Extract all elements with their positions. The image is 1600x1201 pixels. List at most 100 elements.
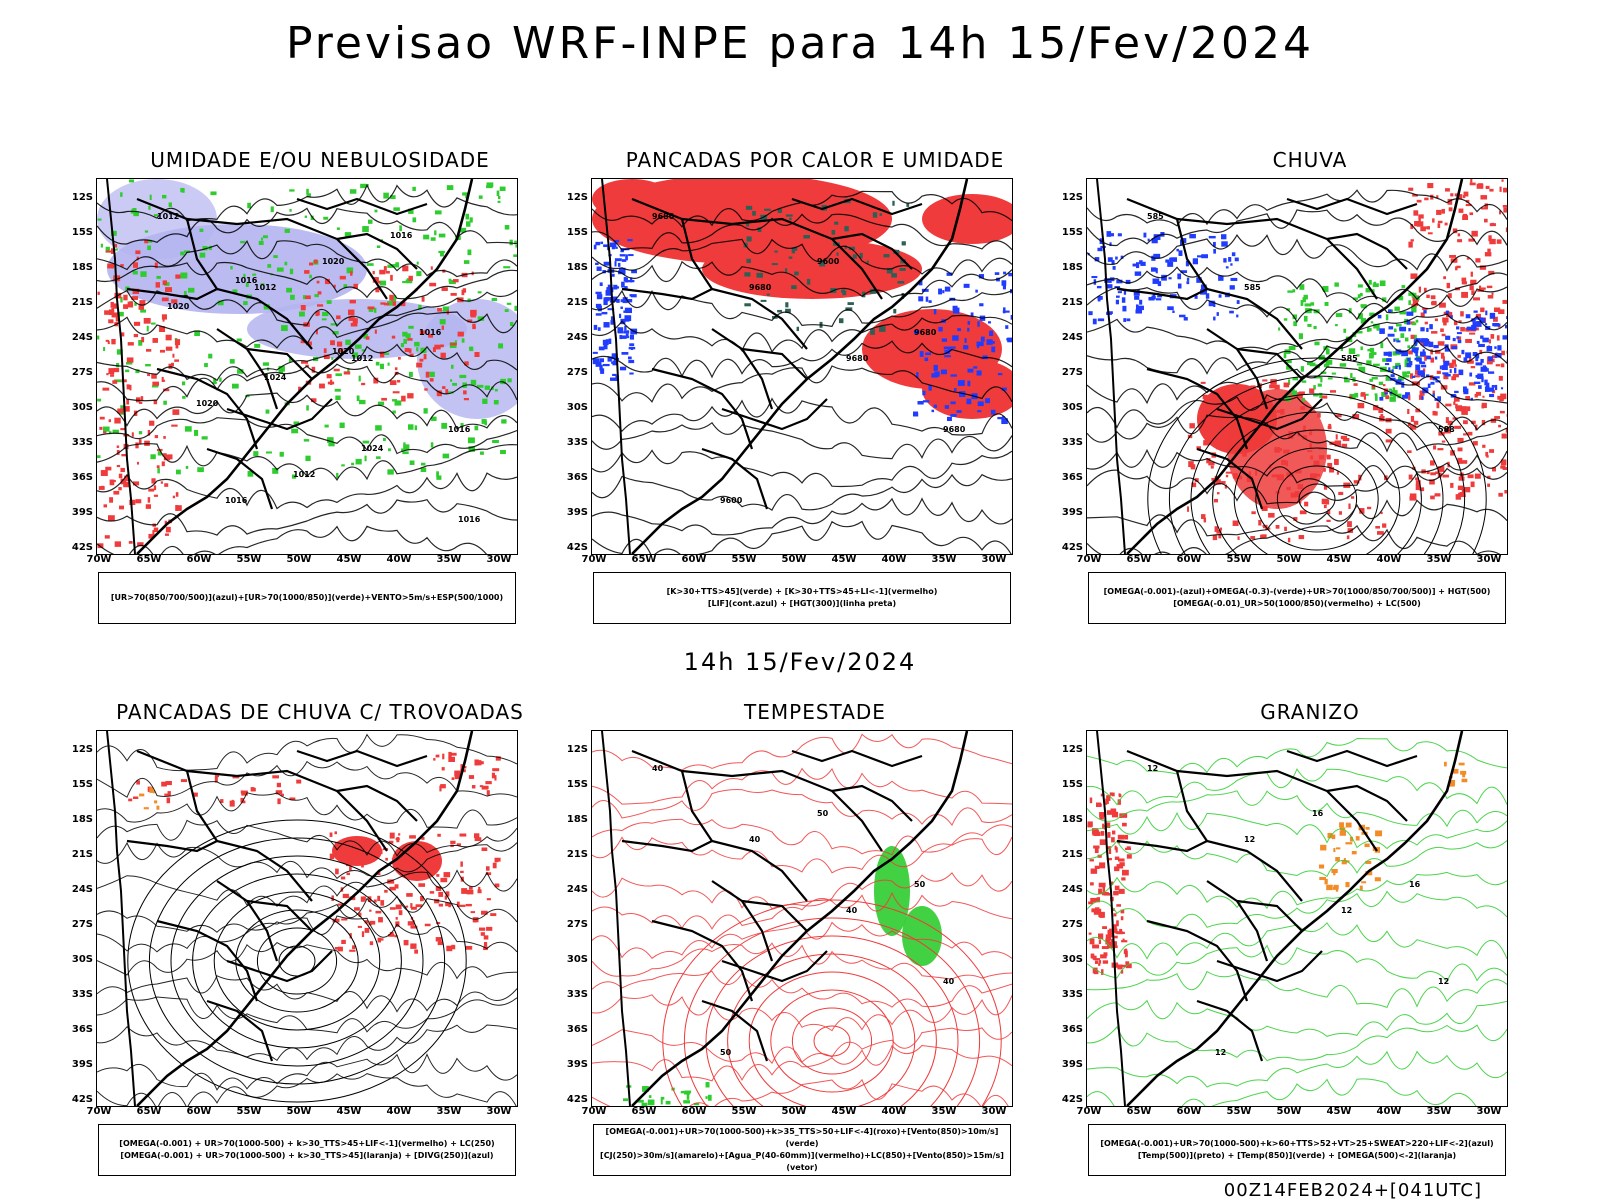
forecast-speck [1388, 334, 1395, 337]
forecast-speck [1426, 328, 1428, 332]
longitude-label: 40W [879, 554, 909, 565]
forecast-speck [1156, 298, 1161, 300]
forecast-speck [197, 467, 204, 472]
forecast-speck [1122, 297, 1125, 302]
forecast-speck [271, 206, 274, 212]
forecast-speck [1428, 384, 1431, 388]
forecast-speck [1373, 283, 1379, 287]
forecast-speck [1396, 340, 1400, 342]
contour-line [97, 1074, 517, 1106]
forecast-speck [154, 528, 158, 533]
forecast-speck [419, 359, 423, 362]
forecast-speck [125, 370, 129, 373]
longitude-label: 70W [84, 554, 114, 565]
forecast-speck [150, 454, 155, 459]
forecast-speck [210, 191, 216, 195]
forecast-speck [172, 354, 174, 358]
forecast-speck [1187, 506, 1189, 511]
forecast-speck [162, 195, 166, 199]
forecast-speck [1453, 338, 1456, 341]
forecast-speck [1489, 239, 1495, 244]
forecast-speck [1211, 466, 1214, 469]
forecast-speck [119, 312, 124, 317]
forecast-map[interactable] [96, 730, 518, 1107]
forecast-speck [603, 300, 607, 305]
forecast-speck [350, 300, 356, 303]
forecast-speck [430, 378, 434, 381]
forecast-speck [617, 286, 619, 288]
forecast-speck [1360, 886, 1363, 891]
forecast-speck [1376, 328, 1379, 331]
forecast-speck [761, 300, 767, 302]
forecast-speck [468, 437, 475, 443]
forecast-speck [1358, 403, 1365, 408]
forecast-speck [1464, 192, 1469, 197]
latitude-label: 42S [1053, 1094, 1083, 1105]
forecast-speck [172, 409, 179, 415]
forecast-speck [1328, 426, 1332, 429]
longitude-label: 50W [1274, 554, 1304, 565]
forecast-speck [1485, 452, 1488, 456]
forecast-speck [980, 342, 984, 346]
forecast-speck [1207, 395, 1211, 399]
forecast-speck [1340, 363, 1346, 367]
forecast-speck [450, 343, 457, 345]
forecast-speck [128, 799, 132, 802]
forecast-speck [115, 541, 121, 547]
latitude-label: 42S [1053, 542, 1083, 553]
forecast-speck [1423, 343, 1428, 347]
forecast-speck [1364, 844, 1369, 848]
forecast-speck [148, 489, 154, 492]
forecast-speck [1501, 387, 1503, 389]
forecast-speck [950, 346, 956, 348]
forecast-speck [1409, 475, 1413, 480]
latitude-label: 42S [63, 1094, 93, 1105]
forecast-speck [1393, 387, 1396, 391]
forecast-speck [1407, 363, 1412, 367]
forecast-speck [1449, 207, 1453, 211]
forecast-speck [416, 271, 421, 276]
forecast-speck [630, 335, 634, 340]
forecast-speck [1331, 869, 1337, 873]
latitude-label: 18S [558, 262, 588, 273]
forecast-speck [515, 245, 517, 248]
forecast-speck [925, 352, 931, 355]
forecast-speck [1299, 333, 1303, 339]
forecast-speck [291, 429, 298, 434]
forecast-speck [1099, 814, 1104, 819]
longitude-label: 30W [979, 554, 1009, 565]
forecast-speck [1488, 371, 1494, 373]
forecast-speck [594, 245, 597, 250]
forecast-speck [289, 189, 294, 191]
forecast-speck [1088, 311, 1092, 315]
forecast-speck [472, 785, 476, 788]
forecast-speck [167, 797, 171, 803]
forecast-speck [501, 419, 506, 423]
forecast-speck [448, 752, 451, 758]
forecast-speck [1226, 472, 1233, 474]
forecast-speck [1424, 198, 1428, 201]
forecast-speck [459, 375, 466, 378]
forecast-speck [1089, 933, 1092, 935]
forecast-speck [200, 253, 206, 258]
forecast-speck [482, 419, 487, 424]
forecast-speck [602, 312, 608, 314]
panel-title: GRANIZO [1060, 700, 1560, 724]
forecast-speck [1276, 525, 1280, 529]
forecast-speck [1481, 405, 1484, 409]
forecast-speck [618, 263, 620, 267]
forecast-speck [1386, 314, 1388, 320]
forecast-speck [1475, 258, 1480, 262]
forecast-speck [1100, 839, 1106, 845]
forecast-speck [411, 860, 415, 865]
forecast-speck [129, 179, 134, 182]
forecast-speck [1435, 471, 1438, 474]
forecast-speck [232, 384, 239, 389]
forecast-speck [786, 214, 793, 216]
forecast-speck [879, 326, 885, 332]
